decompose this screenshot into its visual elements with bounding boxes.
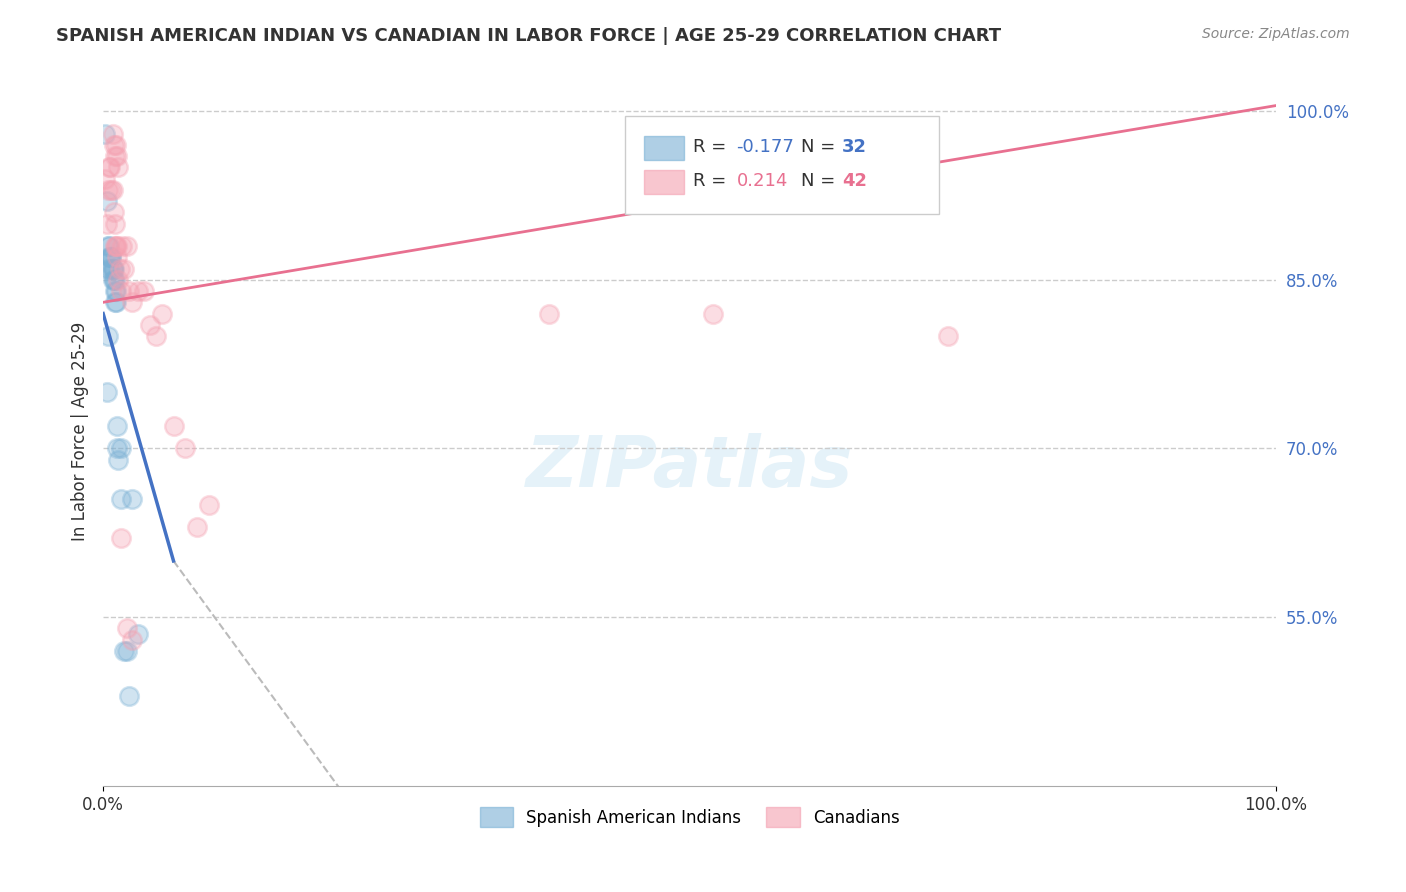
FancyBboxPatch shape [644, 136, 683, 161]
Text: N =: N = [801, 138, 841, 156]
Point [98, 250, 121, 264]
Point [115, 621, 138, 635]
Point [105, 149, 128, 163]
Text: R =: R = [693, 138, 733, 156]
Point [936, 329, 959, 343]
FancyBboxPatch shape [644, 170, 683, 194]
Text: SPANISH AMERICAN INDIAN VS CANADIAN IN LABOR FORCE | AGE 25-29 CORRELATION CHART: SPANISH AMERICAN INDIAN VS CANADIAN IN L… [56, 27, 1001, 45]
Point [101, 261, 124, 276]
Point [105, 239, 128, 253]
Point [98, 261, 121, 276]
Point [97, 183, 120, 197]
Point [104, 295, 127, 310]
Text: -0.177: -0.177 [737, 138, 794, 156]
Point [103, 261, 125, 276]
Point [101, 261, 124, 276]
Point [162, 419, 184, 434]
Point [127, 627, 149, 641]
Point [100, 250, 122, 264]
Point [96, 194, 118, 208]
Text: 42: 42 [842, 172, 868, 190]
Point [105, 419, 128, 434]
Point [101, 127, 124, 141]
Point [145, 329, 167, 343]
Point [702, 307, 724, 321]
Point [107, 161, 129, 175]
Point [134, 284, 156, 298]
Point [118, 689, 141, 703]
Text: ZIPatlas: ZIPatlas [526, 433, 853, 501]
Point [105, 239, 128, 253]
Point [112, 644, 135, 658]
Point [150, 307, 173, 321]
Text: R =: R = [693, 172, 733, 190]
Point [96, 385, 118, 400]
Point [98, 161, 121, 175]
Point [98, 239, 121, 253]
Point [103, 205, 125, 219]
Point [110, 442, 132, 456]
Text: 32: 32 [842, 138, 868, 156]
Point [105, 295, 128, 310]
Point [97, 261, 120, 276]
Point [104, 217, 127, 231]
Point [104, 149, 127, 163]
FancyBboxPatch shape [626, 116, 939, 214]
Point [94, 127, 117, 141]
Point [101, 183, 124, 197]
Point [97, 329, 120, 343]
Point [121, 632, 143, 647]
Point [101, 273, 124, 287]
Point [127, 284, 149, 298]
Point [103, 273, 125, 287]
Text: Source: ZipAtlas.com: Source: ZipAtlas.com [1202, 27, 1350, 41]
Point [108, 261, 131, 276]
Point [121, 295, 143, 310]
Point [537, 307, 560, 321]
Text: 0.214: 0.214 [737, 172, 787, 190]
Point [111, 239, 134, 253]
Point [98, 250, 121, 264]
Text: N =: N = [801, 172, 841, 190]
Point [104, 273, 127, 287]
Point [139, 318, 162, 332]
Point [115, 239, 138, 253]
Point [107, 273, 129, 287]
Point [110, 532, 132, 546]
Point [174, 442, 197, 456]
Point [105, 250, 128, 264]
Point [103, 137, 125, 152]
Point [118, 284, 141, 298]
Point [112, 261, 135, 276]
Legend: Spanish American Indians, Canadians: Spanish American Indians, Canadians [472, 800, 907, 834]
Point [94, 171, 117, 186]
Point [96, 217, 118, 231]
Point [110, 284, 132, 298]
Point [97, 239, 120, 253]
Point [107, 452, 129, 467]
Point [110, 492, 132, 507]
Point [197, 498, 219, 512]
Point [186, 520, 208, 534]
Y-axis label: In Labor Force | Age 25-29: In Labor Force | Age 25-29 [72, 322, 89, 541]
Point [105, 442, 128, 456]
Point [104, 284, 127, 298]
Point [115, 644, 138, 658]
Point [100, 183, 122, 197]
Point [98, 161, 121, 175]
Point [100, 250, 122, 264]
Point [104, 239, 127, 253]
Point [105, 284, 128, 298]
Point [121, 492, 143, 507]
Point [105, 137, 128, 152]
